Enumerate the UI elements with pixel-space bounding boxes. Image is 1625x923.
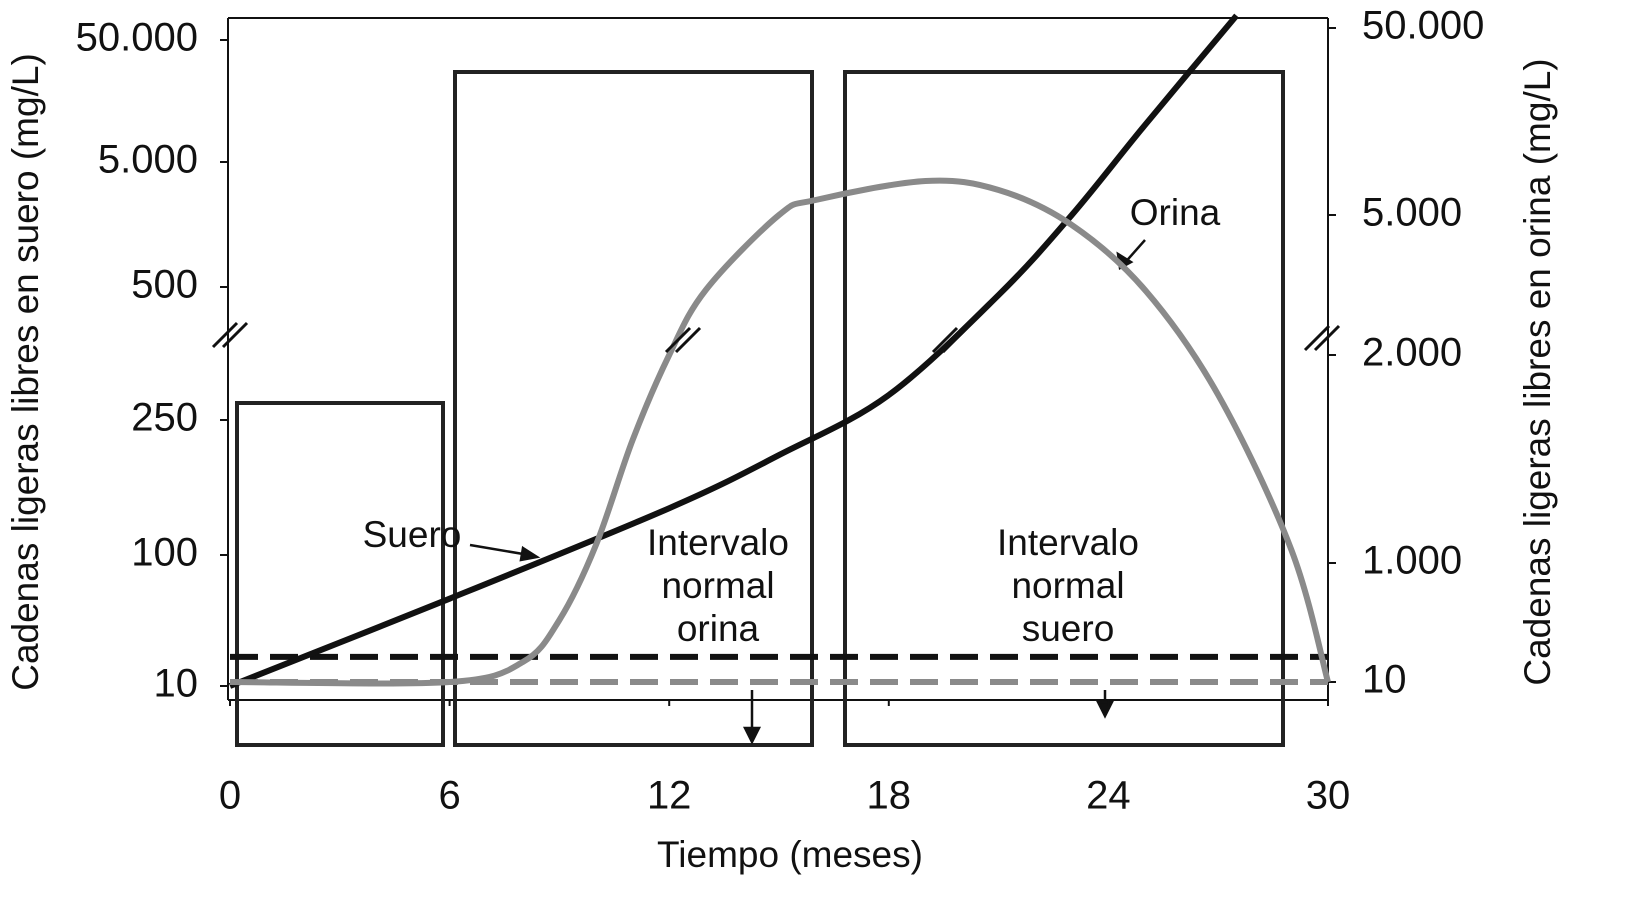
axis-break [931, 326, 969, 354]
y2-tick-label: 2.000 [1362, 331, 1462, 375]
y-tick-label: 10 [154, 662, 199, 706]
y-tick-label: 500 [131, 263, 198, 307]
y-tick-label: 5.000 [98, 138, 198, 182]
small-arrows [469, 239, 1146, 745]
y2-tick-label: 5.000 [1362, 191, 1462, 235]
y-tick-label: 50.000 [76, 16, 198, 60]
y-axis-title: Cadenas ligeras libres en suero (mg/L) [5, 53, 46, 691]
x-tick-label: 0 [219, 774, 241, 818]
axis-break [664, 326, 702, 354]
y-tick-label: 100 [131, 531, 198, 575]
x-axis-title: Tiempo (meses) [657, 834, 923, 875]
box-label: normal [1011, 565, 1124, 606]
frame [227, 17, 1329, 701]
break-stroke [931, 326, 959, 354]
box-label: Intervalo [647, 522, 789, 563]
break-stroke [1303, 324, 1331, 352]
break-stroke [1313, 324, 1341, 352]
interval-boxes [235, 70, 1285, 747]
break-stroke [221, 321, 249, 349]
x-tick-label: 6 [438, 774, 460, 818]
box-label: suero [1022, 608, 1115, 649]
break-stroke [674, 326, 702, 354]
y2-tick-label: 50.000 [1362, 4, 1484, 48]
x-tick-label: 18 [867, 774, 912, 818]
series-label: Orina [1130, 192, 1221, 233]
axis-break [211, 321, 249, 349]
series-label: Suero [363, 514, 462, 555]
y2-tick-label: 10 [1362, 658, 1407, 702]
box-label: Intervalo [997, 522, 1139, 563]
break-stroke [211, 321, 239, 349]
x-tick-label: 30 [1306, 774, 1351, 818]
break-stroke [664, 326, 692, 354]
x-tick-label: 24 [1086, 774, 1131, 818]
y-tick-label: 250 [131, 396, 198, 440]
x-tick-label: 12 [647, 774, 692, 818]
series-line [229, 177, 1331, 687]
box-label: normal [661, 565, 774, 606]
axis-break [1303, 324, 1341, 352]
box-label: orina [677, 608, 760, 649]
break-stroke [941, 326, 969, 354]
y2-axis-title: Cadenas ligeras libres en orina (mg/L) [1517, 58, 1558, 685]
series-line [228, 13, 1239, 689]
y2-tick-label: 1.000 [1362, 539, 1462, 583]
